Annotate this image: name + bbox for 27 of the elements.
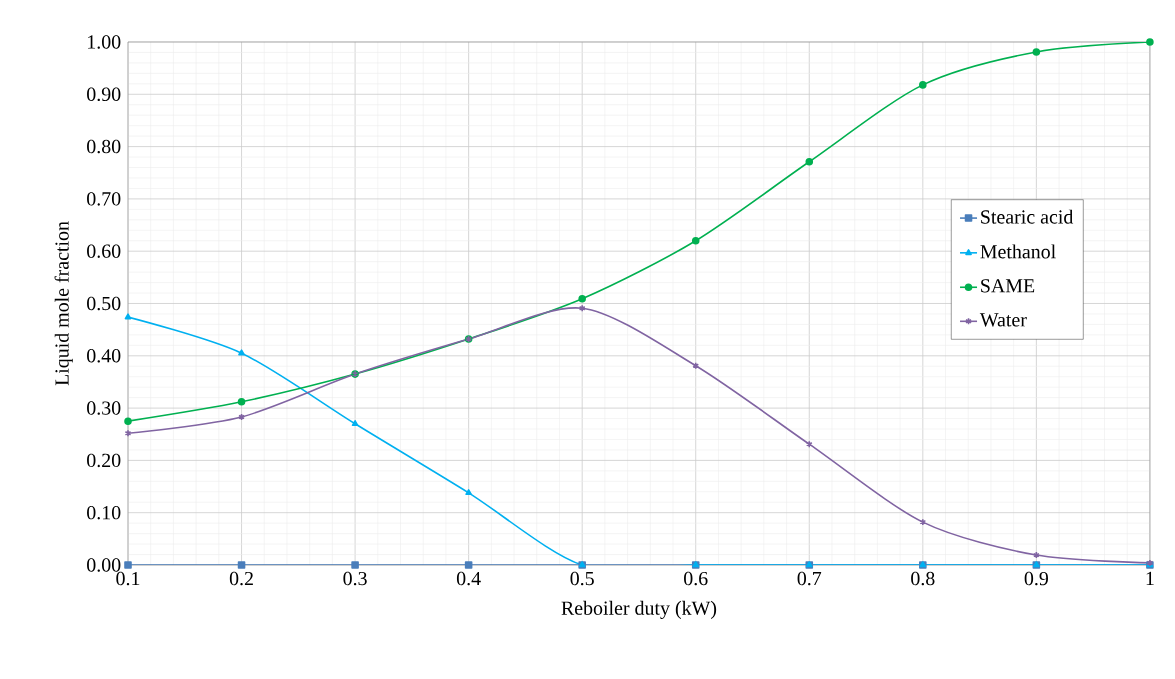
legend-label: Stearic acid	[981, 209, 1074, 224]
x-axis-title: Reboiler duty (kW)	[561, 600, 717, 619]
x-tick-label: 0.8	[911, 571, 935, 586]
y-tick-label: 0.80	[87, 139, 121, 154]
y-tick-label: 0.00	[87, 558, 121, 572]
y-tick-label: 0.20	[87, 453, 121, 468]
legend-label: SAME	[981, 279, 1035, 293]
y-tick-label: 0.10	[87, 505, 121, 520]
x-tick-label: 0.6	[684, 571, 708, 586]
y-tick-label: 0.30	[87, 401, 121, 415]
y-tick-label: 0.60	[87, 244, 121, 258]
x-tick-label: 0.2	[229, 571, 253, 586]
x-tick-label: 0.4	[456, 571, 481, 586]
y-axis-title: Liquid mole fraction	[54, 221, 73, 386]
y-tick-label: 0.40	[87, 349, 121, 363]
x-tick-label: 0.5	[570, 571, 594, 586]
y-tick-label: 0.50	[87, 296, 121, 311]
x-tick-label: 0.3	[343, 571, 367, 586]
y-tick-label: 0.90	[87, 87, 121, 102]
x-tick-label: 1	[1146, 571, 1154, 585]
legend-label: Water	[979, 313, 1027, 327]
legend-label: Methanol	[980, 244, 1056, 259]
x-tick-label: 0.7	[797, 571, 822, 586]
y-tick-label: 0.70	[87, 192, 121, 206]
x-tick-label: 0.9	[1024, 571, 1048, 586]
x-tick-label: 0.1	[116, 571, 140, 586]
y-tick-label: 1.00	[88, 35, 121, 49]
